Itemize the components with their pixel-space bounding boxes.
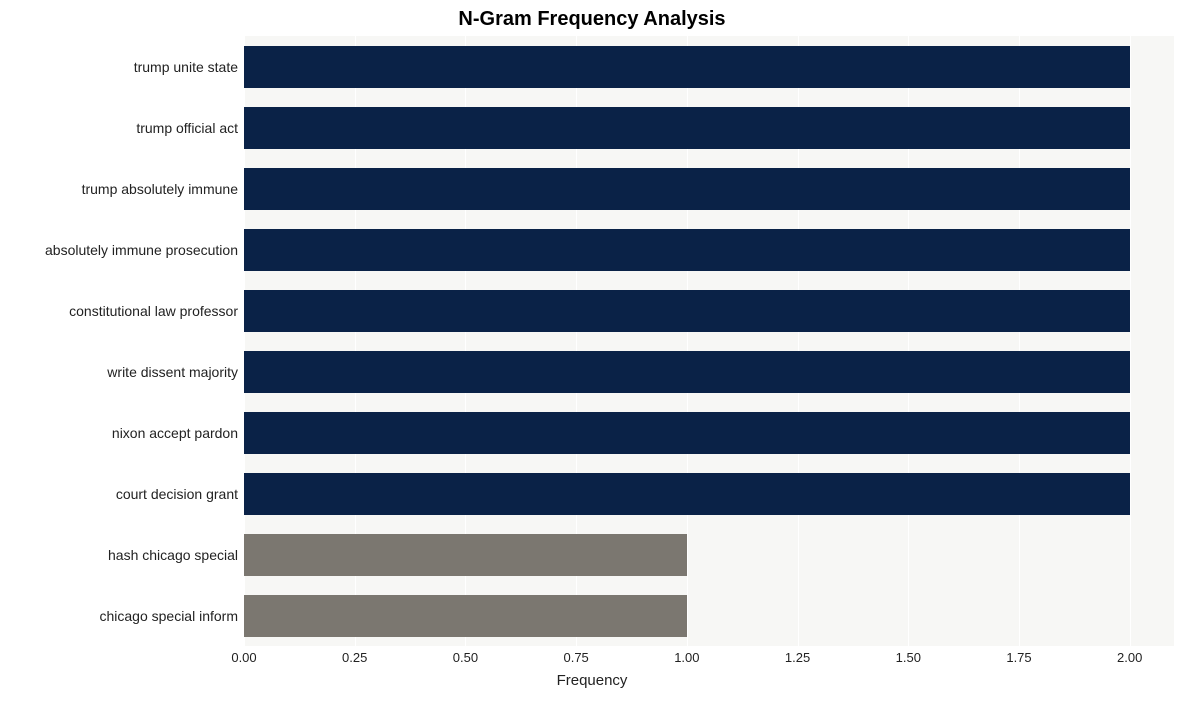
bar <box>244 46 1130 88</box>
bar <box>244 351 1130 393</box>
ngram-chart: N-Gram Frequency Analysis trump unite st… <box>0 0 1184 701</box>
y-axis-tick-label: absolutely immune prosecution <box>2 243 238 257</box>
bar <box>244 473 1130 515</box>
y-axis-tick-label: trump official act <box>2 121 238 135</box>
x-axis-label: Frequency <box>0 672 1184 689</box>
y-axis-tick-label: court decision grant <box>2 487 238 501</box>
y-axis-tick-label: hash chicago special <box>2 548 238 562</box>
chart-title: N-Gram Frequency Analysis <box>0 8 1184 31</box>
plot-area <box>244 36 1174 646</box>
x-axis-tick-label: 0.50 <box>453 650 478 665</box>
x-axis-tick-label: 2.00 <box>1117 650 1142 665</box>
y-axis-tick-label: trump absolutely immune <box>2 182 238 196</box>
y-axis-tick-label: trump unite state <box>2 60 238 74</box>
bar <box>244 229 1130 271</box>
bar <box>244 168 1130 210</box>
bar <box>244 595 687 637</box>
x-axis-tick-label: 0.75 <box>563 650 588 665</box>
y-axis-tick-label: write dissent majority <box>2 365 238 379</box>
y-axis-tick-label: chicago special inform <box>2 609 238 623</box>
x-axis-tick-label: 0.25 <box>342 650 367 665</box>
bar <box>244 107 1130 149</box>
grid-line <box>1130 36 1131 646</box>
x-axis-tick-label: 1.75 <box>1006 650 1031 665</box>
x-axis-tick-label: 1.50 <box>896 650 921 665</box>
x-axis-tick-label: 1.25 <box>785 650 810 665</box>
bar <box>244 534 687 576</box>
bar <box>244 290 1130 332</box>
x-axis-tick-label: 1.00 <box>674 650 699 665</box>
y-axis-tick-label: constitutional law professor <box>2 304 238 318</box>
bar <box>244 412 1130 454</box>
y-axis-tick-label: nixon accept pardon <box>2 426 238 440</box>
x-axis-tick-label: 0.00 <box>231 650 256 665</box>
